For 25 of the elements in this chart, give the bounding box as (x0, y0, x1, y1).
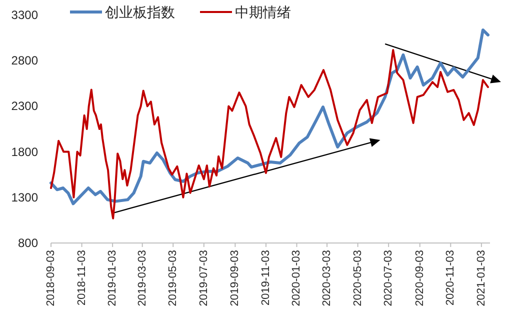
legend-label: 中期情绪 (235, 4, 291, 20)
x-tick-label: 2020-01-03 (290, 250, 303, 306)
line-series (50, 28, 490, 206)
y-tick-label: 1300 (11, 190, 38, 204)
x-tick-label: 2018-11-03 (76, 250, 88, 306)
x-tick-label: 2020-05-03 (352, 250, 364, 306)
x-tick-label: 2021-01-03 (475, 250, 488, 306)
x-tick-label: 2019-09-03 (229, 250, 242, 306)
x-tick-label: 2018-09-03 (45, 250, 57, 306)
y-tick-label: 3300 (11, 8, 38, 22)
x-tick-label: 2019-05-03 (167, 250, 180, 306)
x-tick-label: 2019-03-03 (136, 250, 148, 306)
x-tick-label: 2019-07-03 (198, 250, 210, 306)
y-tick-label: 2300 (11, 99, 38, 114)
x-tick-label: 2019-01-03 (106, 250, 119, 306)
legend-label: 创业板指数 (105, 4, 175, 20)
x-tick-label: 2019-11-03 (260, 250, 272, 306)
line-series (50, 49, 489, 220)
y-tick-label: 2800 (11, 54, 38, 68)
x-tick-label: 2020-03-03 (321, 250, 334, 306)
x-tick-label: 2020-09-03 (414, 250, 426, 306)
x-tick-label: 2020-11-03 (444, 250, 457, 306)
x-tick-label: 2020-07-03 (382, 250, 395, 306)
y-tick-label: 800 (18, 236, 38, 250)
y-tick-label: 1800 (11, 144, 38, 159)
